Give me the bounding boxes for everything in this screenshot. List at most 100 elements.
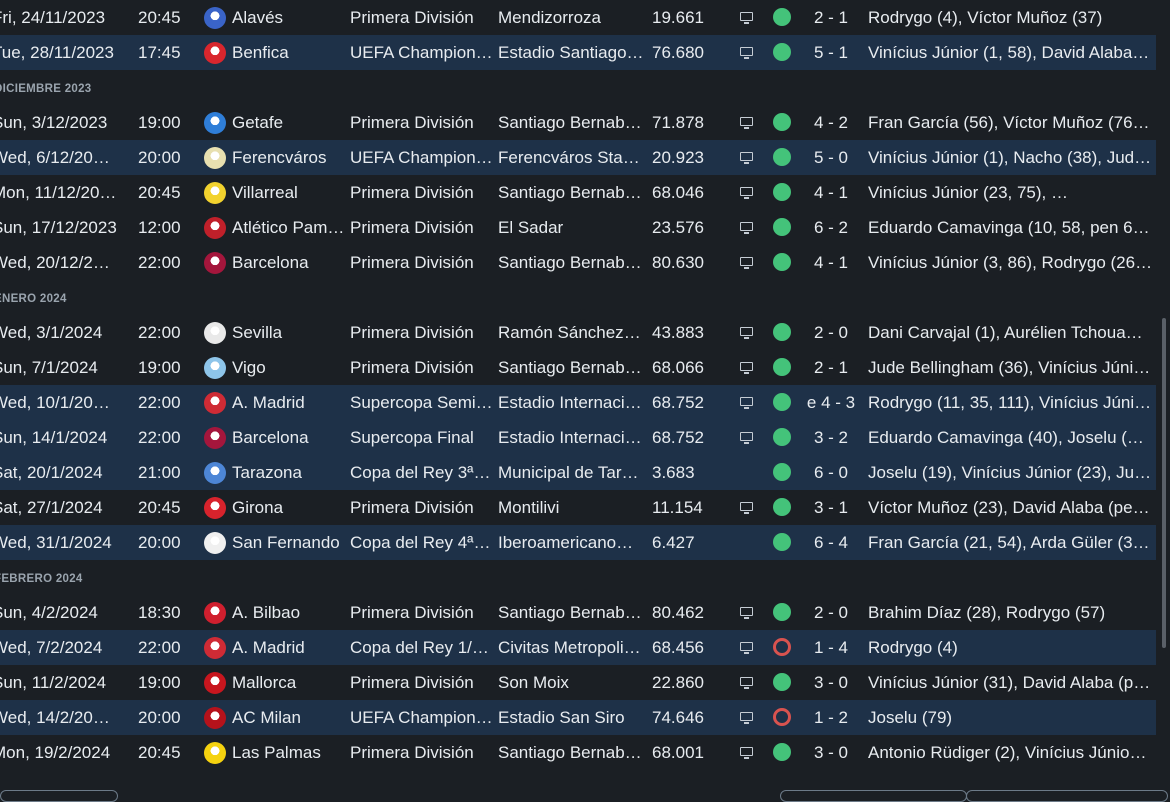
competition-link[interactable]: Copa del Rey 4ª… bbox=[350, 533, 491, 552]
fixture-row[interactable]: Wed, 20/12/2… 22:00 Barcelona Primera Divis… bbox=[0, 245, 1156, 280]
fixture-row[interactable]: Wed, 10/1/20… 22:00 A. Madrid Supercopa Sem… bbox=[0, 385, 1156, 420]
bottom-left-button[interactable] bbox=[0, 790, 118, 802]
bottom-right-button[interactable] bbox=[780, 790, 967, 802]
club-crest-icon[interactable] bbox=[204, 357, 226, 379]
match-score[interactable]: 2 - 1 bbox=[813, 8, 849, 27]
match-score[interactable]: e 4 - 3 bbox=[806, 393, 856, 412]
club-crest-icon[interactable] bbox=[204, 742, 226, 764]
fixture-row[interactable]: Sat, 27/1/2024 20:45 Girona Primera Divisió… bbox=[0, 490, 1156, 525]
fixture-row[interactable]: Sun, 4/2/2024 18:30 A. Bilbao Primera Divis… bbox=[0, 595, 1156, 630]
match-score[interactable]: 2 - 1 bbox=[813, 358, 849, 377]
opponent-link[interactable]: Alavés bbox=[232, 8, 284, 27]
opponent-link[interactable]: Atlético Pam… bbox=[232, 218, 345, 237]
club-crest-icon[interactable] bbox=[204, 707, 226, 729]
opponent-link[interactable]: Las Palmas bbox=[232, 743, 321, 762]
club-crest-icon[interactable] bbox=[204, 322, 226, 344]
competition-link[interactable]: UEFA Champion… bbox=[350, 43, 493, 62]
match-score[interactable]: 6 - 0 bbox=[813, 463, 849, 482]
opponent-link[interactable]: Getafe bbox=[232, 113, 284, 132]
opponent-link[interactable]: Villarreal bbox=[232, 183, 298, 202]
opponent-link[interactable]: Vigo bbox=[232, 358, 266, 377]
fixture-row[interactable]: Wed, 14/2/20… 20:00 AC Milan UEFA Champion…… bbox=[0, 700, 1156, 735]
fixture-row[interactable]: Mon, 19/2/2024 20:45 Las Palmas Primera Div… bbox=[0, 735, 1156, 770]
match-score[interactable]: 6 - 4 bbox=[813, 533, 849, 552]
competition-link[interactable]: Primera División bbox=[350, 218, 474, 237]
match-score[interactable]: 4 - 2 bbox=[813, 113, 849, 132]
scrollbar[interactable] bbox=[1162, 318, 1166, 648]
competition-link[interactable]: Primera División bbox=[350, 113, 474, 132]
monitor-icon bbox=[740, 432, 753, 444]
competition-link[interactable]: Primera División bbox=[350, 498, 474, 517]
club-crest-icon[interactable] bbox=[204, 637, 226, 659]
competition-link[interactable]: Primera División bbox=[350, 603, 474, 622]
opponent-link[interactable]: A. Madrid bbox=[232, 393, 305, 412]
match-score[interactable]: 3 - 1 bbox=[813, 498, 849, 517]
competition-link[interactable]: Primera División bbox=[350, 323, 474, 342]
match-score[interactable]: 5 - 1 bbox=[813, 43, 849, 62]
club-crest-icon[interactable] bbox=[204, 392, 226, 414]
competition-link[interactable]: Primera División bbox=[350, 8, 474, 27]
club-crest-icon[interactable] bbox=[204, 7, 226, 29]
opponent-link[interactable]: Mallorca bbox=[232, 673, 297, 692]
fixture-row[interactable]: Sun, 17/12/2023 12:00 Atlético Pam… Primera… bbox=[0, 210, 1156, 245]
opponent-link[interactable]: Barcelona bbox=[232, 253, 309, 272]
club-crest-icon[interactable] bbox=[204, 182, 226, 204]
opponent-link[interactable]: Tarazona bbox=[232, 463, 302, 482]
opponent-link[interactable]: Sevilla bbox=[232, 323, 283, 342]
match-score[interactable]: 5 - 0 bbox=[813, 148, 849, 167]
club-crest-icon[interactable] bbox=[204, 217, 226, 239]
club-crest-icon[interactable] bbox=[204, 462, 226, 484]
match-score[interactable]: 3 - 2 bbox=[813, 428, 849, 447]
match-score[interactable]: 4 - 1 bbox=[813, 253, 849, 272]
opponent-link[interactable]: Benfica bbox=[232, 43, 289, 62]
opponent-link[interactable]: AC Milan bbox=[232, 708, 301, 727]
competition-link[interactable]: Supercopa Final bbox=[350, 428, 474, 447]
opponent-link[interactable]: Girona bbox=[232, 498, 284, 517]
fixture-row[interactable]: Tue, 28/11/2023 17:45 Benfica UEFA Champion… bbox=[0, 35, 1156, 70]
match-score[interactable]: 3 - 0 bbox=[813, 743, 849, 762]
club-crest-icon[interactable] bbox=[204, 497, 226, 519]
competition-link[interactable]: Primera División bbox=[350, 673, 474, 692]
competition-link[interactable]: Primera División bbox=[350, 358, 474, 377]
fixture-row[interactable]: Wed, 31/1/2024 20:00 San Fernando Copa del … bbox=[0, 525, 1156, 560]
club-crest-icon[interactable] bbox=[204, 672, 226, 694]
competition-link[interactable]: Supercopa Semi… bbox=[350, 393, 493, 412]
fixture-row[interactable]: Sun, 14/1/2024 22:00 Barcelona Supercopa Fi… bbox=[0, 420, 1156, 455]
club-crest-icon[interactable] bbox=[204, 427, 226, 449]
club-crest-icon[interactable] bbox=[204, 532, 226, 554]
opponent-link[interactable]: Barcelona bbox=[232, 428, 309, 447]
competition-link[interactable]: UEFA Champion… bbox=[350, 708, 493, 727]
competition-link[interactable]: Copa del Rey 3ª… bbox=[350, 463, 491, 482]
fixture-row[interactable]: Sun, 3/12/2023 19:00 Getafe Primera Divisió… bbox=[0, 105, 1156, 140]
fixture-row[interactable]: Sat, 20/1/2024 21:00 Tarazona Copa del Rey … bbox=[0, 455, 1156, 490]
fixture-row[interactable]: Fri, 24/11/2023 20:45 Alavés Primera Divisi… bbox=[0, 0, 1156, 35]
fixture-row[interactable]: Sun, 7/1/2024 19:00 Vigo Primera División Sa… bbox=[0, 350, 1156, 385]
fixture-row[interactable]: Wed, 7/2/2024 22:00 A. Madrid Copa del Rey … bbox=[0, 630, 1156, 665]
club-crest-icon[interactable] bbox=[204, 252, 226, 274]
opponent-link[interactable]: A. Madrid bbox=[232, 638, 305, 657]
fixture-row[interactable]: Mon, 11/12/20… 20:45 Villarreal Primera Div… bbox=[0, 175, 1156, 210]
competition-link[interactable]: Primera División bbox=[350, 183, 474, 202]
opponent-link[interactable]: San Fernando bbox=[232, 533, 340, 552]
club-crest-icon[interactable] bbox=[204, 112, 226, 134]
fixture-row[interactable]: Sun, 11/2/2024 19:00 Mallorca Primera Divis… bbox=[0, 665, 1156, 700]
match-score[interactable]: 2 - 0 bbox=[813, 323, 849, 342]
bottom-right-button-2[interactable] bbox=[966, 790, 1168, 802]
fixture-row[interactable]: Wed, 6/12/20… 20:00 Ferencváros UEFA Champi… bbox=[0, 140, 1156, 175]
fixture-row[interactable]: Wed, 3/1/2024 22:00 Sevilla Primera Divisió… bbox=[0, 315, 1156, 350]
match-score[interactable]: 6 - 2 bbox=[813, 218, 849, 237]
opponent-link[interactable]: A. Bilbao bbox=[232, 603, 301, 622]
competition-link[interactable]: UEFA Champion… bbox=[350, 148, 493, 167]
match-score[interactable]: 3 - 0 bbox=[813, 673, 849, 692]
competition-link[interactable]: Primera División bbox=[350, 743, 474, 762]
opponent-link[interactable]: Ferencváros bbox=[232, 148, 327, 167]
club-crest-icon[interactable] bbox=[204, 42, 226, 64]
match-score[interactable]: 2 - 0 bbox=[813, 603, 849, 622]
club-crest-icon[interactable] bbox=[204, 602, 226, 624]
match-score[interactable]: 4 - 1 bbox=[813, 183, 849, 202]
competition-link[interactable]: Copa del Rey 1/… bbox=[350, 638, 489, 657]
club-crest-icon[interactable] bbox=[204, 147, 226, 169]
competition-link[interactable]: Primera División bbox=[350, 253, 474, 272]
match-score[interactable]: 1 - 4 bbox=[813, 638, 849, 657]
match-score[interactable]: 1 - 2 bbox=[813, 708, 849, 727]
